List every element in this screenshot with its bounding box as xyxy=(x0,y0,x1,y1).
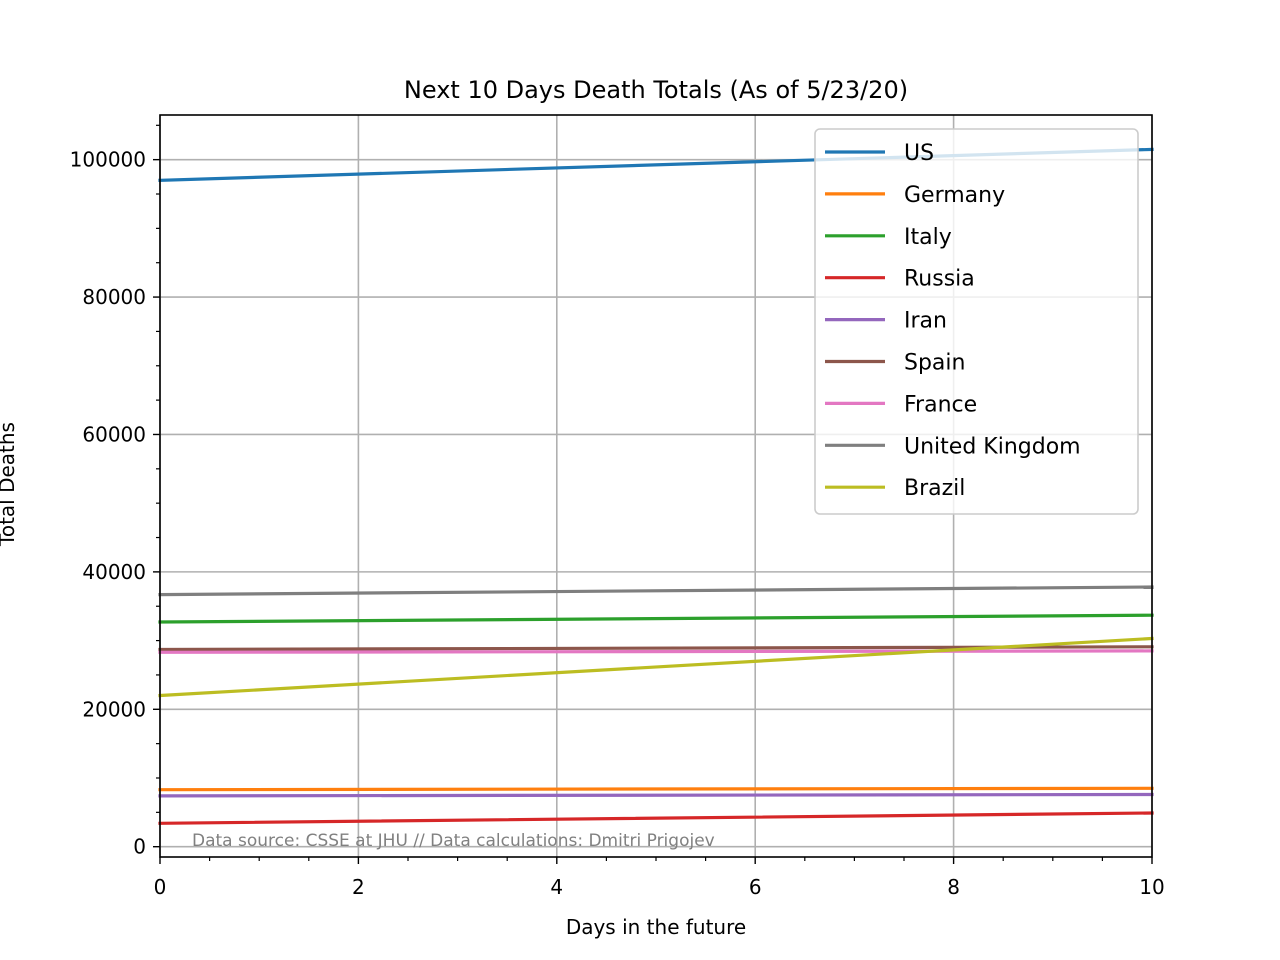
legend: US Germany Italy Russia Iran Spain France Unite… xyxy=(814,128,1139,515)
legend-label: Brazil xyxy=(904,476,965,501)
x-tick-label: 6 xyxy=(749,875,762,899)
y-tick-label: 0 xyxy=(133,835,146,859)
legend-label: Germany xyxy=(904,183,1005,208)
legend-label: Spain xyxy=(904,351,965,376)
legend-label: United Kingdom xyxy=(904,434,1081,459)
plot-area: 0 2 4 6 8 10 0 20000 40000 60000 80000 100000 Data s… xyxy=(70,114,1165,899)
data-source-note: Data source: CSSE at JHU // Data calcula… xyxy=(192,831,715,851)
x-tick-label: 2 xyxy=(352,875,365,899)
series-line-united-kingdom xyxy=(158,585,1154,597)
y-axis-title: Total Deaths xyxy=(0,422,19,547)
series-line-brazil xyxy=(158,636,1154,698)
series-line-germany xyxy=(158,786,1154,792)
chart-title: Next 10 Days Death Totals (As of 5/23/20… xyxy=(404,76,908,104)
series-line-italy xyxy=(158,613,1154,624)
legend-label: Italy xyxy=(904,225,952,250)
x-tick-label: 10 xyxy=(1139,875,1164,899)
legend-box xyxy=(814,128,1139,515)
axes-frame xyxy=(159,114,1153,858)
legend-label: US xyxy=(904,141,934,166)
series-line-russia xyxy=(158,811,1154,825)
y-tick-label: 20000 xyxy=(82,697,146,721)
legend-label: Iran xyxy=(904,309,947,334)
y-tick-label: 100000 xyxy=(70,148,146,172)
y-tick-label: 80000 xyxy=(82,285,146,309)
legend-label: Russia xyxy=(904,267,975,292)
y-tick-label: 40000 xyxy=(82,560,146,584)
series-line-iran xyxy=(158,792,1154,798)
x-tick-label: 0 xyxy=(154,875,167,899)
x-tick-label: 4 xyxy=(550,875,563,899)
series-line-france xyxy=(158,649,1154,654)
y-tick-label: 60000 xyxy=(82,422,146,446)
legend-label: France xyxy=(904,392,977,417)
x-axis-title: Days in the future xyxy=(566,915,746,939)
x-tick-label: 8 xyxy=(947,875,960,899)
